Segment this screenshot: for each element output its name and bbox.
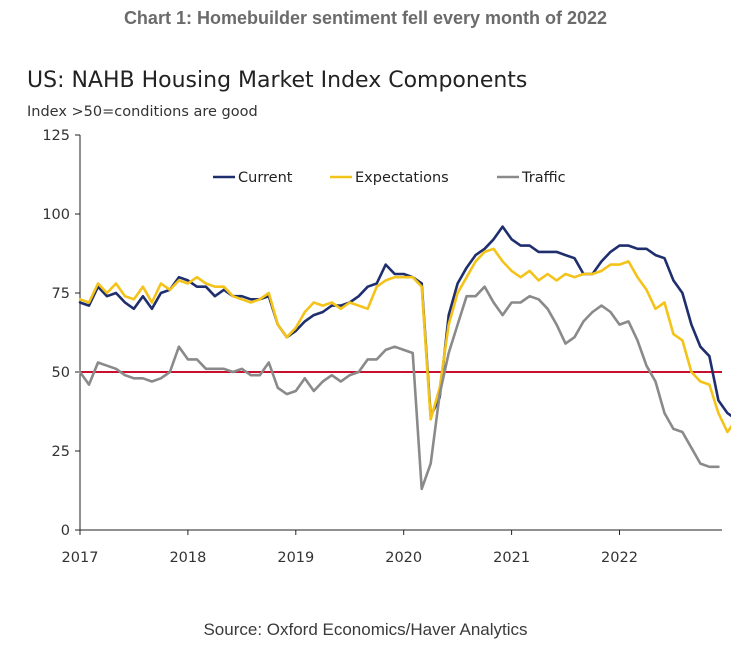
- x-tick-label: 2020: [385, 550, 422, 566]
- x-tick-label: 2021: [493, 550, 530, 566]
- legend-label-current: Current: [238, 170, 293, 186]
- figure-caption: Chart 1: Homebuilder sentiment fell ever…: [123, 8, 608, 28]
- source-note: Source: Oxford Economics/Haver Analytics: [203, 620, 528, 639]
- line-chart: US: NAHB Housing Market Index Components…: [27, 68, 731, 566]
- legend-label-traffic: Traffic: [521, 170, 566, 186]
- series-line-traffic: [78, 285, 720, 491]
- series-line-expectations: [78, 247, 731, 434]
- y-tick-label: 100: [42, 207, 70, 223]
- y-tick-label: 50: [52, 365, 70, 381]
- legend: Current Expectations Traffic: [213, 170, 566, 186]
- chart-subtitle: Index >50=conditions are good: [27, 104, 258, 120]
- legend-label-expectations: Expectations: [355, 170, 449, 186]
- y-tick-label: 75: [52, 286, 70, 302]
- x-tick-label: 2017: [62, 550, 99, 566]
- series-layer: [78, 225, 731, 491]
- axis-layer: 0 25 50 75 100 125 2017 2018 2019 2020 2021 2022: [42, 128, 722, 566]
- x-tick-label: 2018: [169, 550, 206, 566]
- y-tick-label: 25: [52, 444, 70, 460]
- x-tick-label: 2022: [601, 550, 638, 566]
- x-tick-label: 2019: [277, 550, 314, 566]
- chart-title: US: NAHB Housing Market Index Components: [27, 68, 527, 93]
- y-tick-label: 125: [42, 128, 70, 144]
- y-tick-label: 0: [61, 523, 70, 539]
- series-line-current: [78, 225, 731, 418]
